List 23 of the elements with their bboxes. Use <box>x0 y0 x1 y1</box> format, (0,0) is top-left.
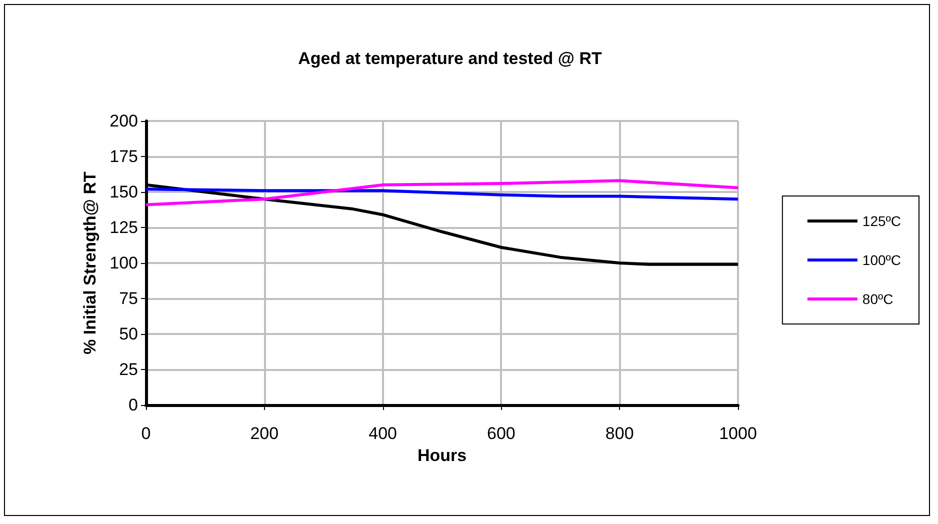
x-tick-label: 600 <box>487 424 516 443</box>
y-tick-label: 150 <box>110 182 138 202</box>
x-tick-label: 800 <box>605 424 634 443</box>
x-axis-title: Hours <box>417 446 467 465</box>
y-tick-label: 200 <box>110 112 138 130</box>
y-tick-label: 175 <box>110 147 138 166</box>
y-tick-label: 50 <box>119 324 138 344</box>
chart-title: Aged at temperature and tested @ RT <box>298 49 602 68</box>
y-tick-label: 25 <box>119 360 138 379</box>
x-tick-label: 200 <box>250 424 279 443</box>
x-tick-label: 400 <box>368 424 397 443</box>
x-tick-label: 1000 <box>719 424 757 443</box>
y-tick-label: 0 <box>128 396 138 414</box>
x-tick-label: 0 <box>141 424 151 443</box>
y-axis-title: % Initial Strength@ RT <box>80 170 100 354</box>
line-series <box>144 188 740 201</box>
y-tick-label: 100 <box>110 254 138 272</box>
y-tick-label: 75 <box>119 289 138 308</box>
legend-label: 80ºC <box>862 291 894 307</box>
line-series <box>144 179 740 206</box>
y-tick-label: 125 <box>110 218 138 237</box>
legend-label: 125ºC <box>862 213 902 229</box>
legend-label: 100ºC <box>862 252 902 268</box>
